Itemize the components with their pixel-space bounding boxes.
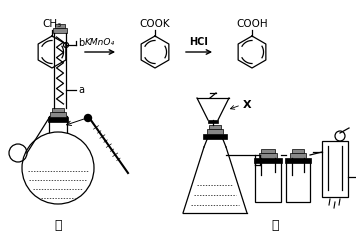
Bar: [322, 141, 348, 197]
Bar: [53, 28, 67, 33]
Bar: [286, 160, 310, 202]
Bar: [255, 160, 281, 202]
Text: X: X: [243, 100, 252, 110]
Bar: [208, 120, 218, 123]
Bar: [254, 158, 282, 163]
Text: 甲: 甲: [54, 219, 62, 232]
Text: 乙: 乙: [271, 219, 279, 232]
Circle shape: [84, 114, 91, 121]
Bar: [55, 24, 65, 28]
Bar: [52, 108, 64, 112]
Bar: [50, 112, 66, 117]
Text: b: b: [78, 38, 84, 48]
Text: HCl: HCl: [189, 37, 208, 47]
Bar: [259, 153, 277, 158]
Bar: [261, 149, 275, 153]
Text: CH₃: CH₃: [42, 19, 62, 29]
Bar: [209, 125, 221, 129]
Text: COOK: COOK: [140, 19, 170, 29]
Bar: [203, 134, 227, 139]
Bar: [292, 149, 304, 153]
Text: a: a: [78, 85, 84, 95]
Bar: [285, 158, 311, 163]
Bar: [48, 117, 68, 122]
Bar: [290, 153, 306, 158]
Bar: [207, 129, 223, 134]
Text: KMnO₄: KMnO₄: [85, 38, 115, 47]
Text: COOH: COOH: [236, 19, 268, 29]
